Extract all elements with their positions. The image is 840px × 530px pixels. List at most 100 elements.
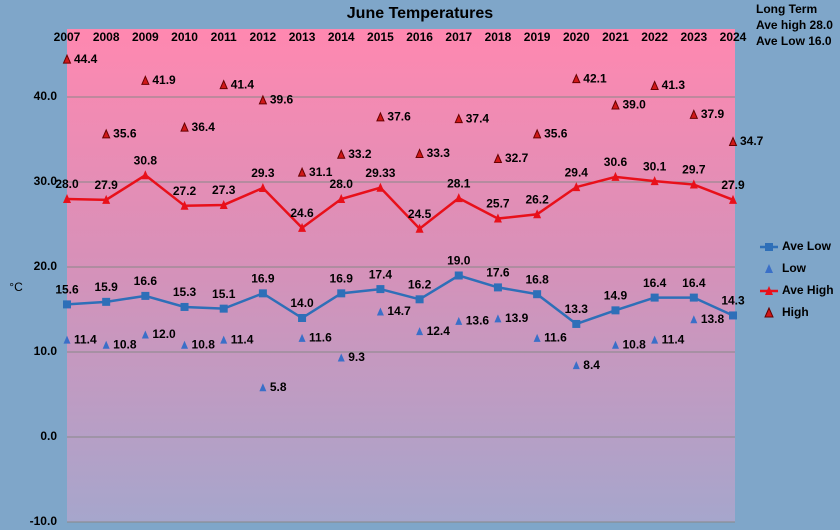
y-tick-label: 20.0 — [34, 259, 58, 273]
x-tick-label: 2024 — [720, 30, 747, 44]
marker — [180, 200, 189, 210]
marker — [181, 340, 189, 349]
marker — [336, 149, 346, 159]
data-label: 29.4 — [565, 165, 589, 179]
data-label: 39.0 — [622, 98, 646, 112]
data-label: 15.6 — [55, 283, 79, 297]
marker — [102, 297, 111, 306]
data-label: 30.1 — [643, 159, 667, 173]
marker — [63, 335, 71, 344]
marker — [728, 136, 738, 147]
marker — [650, 176, 659, 186]
x-tick-label: 2013 — [289, 30, 316, 44]
data-label: 37.6 — [387, 110, 411, 124]
marker — [454, 113, 464, 124]
marker — [102, 194, 111, 204]
marker — [337, 194, 346, 203]
data-label: 11.6 — [544, 331, 567, 345]
data-label: 30.6 — [604, 155, 628, 169]
marker — [572, 73, 581, 84]
data-label: 44.4 — [74, 52, 98, 66]
marker — [611, 340, 619, 349]
data-label: 13.8 — [701, 312, 725, 326]
data-label: 27.3 — [212, 183, 236, 197]
marker — [493, 213, 502, 223]
data-label: 14.0 — [290, 296, 314, 310]
legend-label: Ave High — [782, 283, 834, 297]
data-label: 41.4 — [231, 77, 255, 91]
plot-area — [67, 29, 735, 522]
marker — [689, 179, 698, 189]
marker — [298, 333, 306, 342]
data-label: 5.8 — [270, 380, 287, 394]
data-label: 41.9 — [152, 73, 176, 87]
legend-label: High — [782, 305, 809, 319]
data-label: 16.9 — [251, 272, 275, 286]
data-label: 32.7 — [505, 151, 529, 165]
x-tick-label: 2017 — [445, 30, 472, 44]
marker — [62, 53, 72, 64]
data-label: 41.3 — [662, 78, 686, 92]
marker — [454, 193, 463, 203]
marker — [180, 121, 189, 132]
x-tick-label: 2016 — [406, 30, 433, 44]
y-tick-label: -10.0 — [30, 514, 58, 528]
x-tick-label: 2015 — [367, 30, 394, 44]
marker — [219, 79, 228, 90]
marker — [533, 290, 542, 299]
data-label: 10.8 — [192, 337, 216, 351]
marker — [689, 293, 698, 302]
legend-label: Ave Low — [782, 239, 832, 253]
marker — [180, 302, 189, 311]
marker — [690, 315, 698, 324]
data-label: 11.4 — [74, 332, 97, 346]
legend-marker — [765, 264, 773, 273]
data-label: 12.0 — [152, 327, 176, 341]
marker — [141, 291, 150, 300]
data-label: 13.6 — [466, 314, 490, 328]
marker — [572, 182, 581, 192]
marker — [572, 319, 581, 328]
marker — [493, 283, 502, 292]
data-label: 14.7 — [387, 304, 411, 318]
data-label: 24.6 — [290, 206, 314, 220]
x-tick-label: 2008 — [93, 30, 120, 44]
marker — [141, 330, 149, 339]
marker — [298, 314, 307, 322]
data-label: 12.4 — [427, 324, 451, 338]
data-label: 14.3 — [721, 294, 745, 308]
marker — [219, 199, 228, 209]
marker — [611, 171, 620, 181]
data-label: 34.7 — [740, 134, 764, 148]
legend-marker — [765, 286, 773, 295]
y-tick-label: 0.0 — [40, 429, 57, 443]
marker — [415, 148, 424, 158]
x-tick-label: 2011 — [211, 30, 237, 44]
marker — [455, 316, 463, 325]
data-label: 31.1 — [309, 165, 333, 179]
marker — [415, 295, 424, 304]
x-tick-label: 2019 — [524, 30, 551, 44]
legend-marker — [765, 243, 773, 251]
data-label: 28.0 — [55, 177, 79, 191]
series-line — [66, 173, 734, 231]
marker — [297, 166, 307, 177]
marker — [689, 109, 699, 119]
data-label: 11.4 — [231, 332, 254, 346]
data-label: 28.0 — [330, 177, 354, 191]
chart-title: June Temperatures — [347, 5, 494, 22]
marker — [493, 153, 503, 164]
data-label: 16.4 — [643, 276, 667, 290]
x-tick-label: 2012 — [250, 30, 277, 44]
marker — [651, 335, 659, 344]
data-label: 27.9 — [94, 178, 118, 192]
marker — [337, 353, 345, 362]
marker — [572, 361, 580, 370]
data-label: 11.4 — [662, 332, 685, 346]
legend-marker — [764, 306, 774, 318]
data-label: 33.2 — [348, 147, 372, 161]
data-label: 15.1 — [212, 287, 236, 301]
marker — [376, 307, 384, 316]
data-label: 26.2 — [525, 192, 549, 206]
data-label: 16.4 — [682, 276, 706, 290]
